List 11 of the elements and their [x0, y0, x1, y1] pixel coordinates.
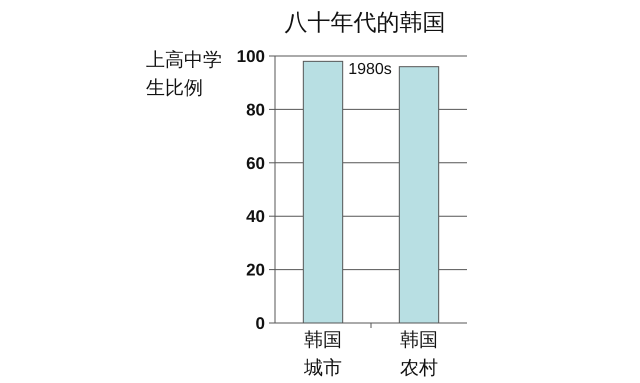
y-axis-title: 上高中学生比例 [146, 49, 222, 99]
annotation: 1980s [348, 61, 392, 78]
y-tick-label: 20 [246, 260, 265, 280]
y-tick-label: 0 [256, 314, 265, 333]
y-tick-label: 40 [246, 207, 265, 226]
y-tick-label: 60 [246, 154, 265, 173]
y-tick-label: 100 [236, 47, 265, 66]
x-tick-label: 韩国农村 [400, 330, 438, 379]
y-tick-label: 80 [246, 100, 265, 120]
x-tick-label: 韩国城市 [303, 330, 342, 379]
chart-title: 八十年代的韩国 [284, 9, 446, 35]
